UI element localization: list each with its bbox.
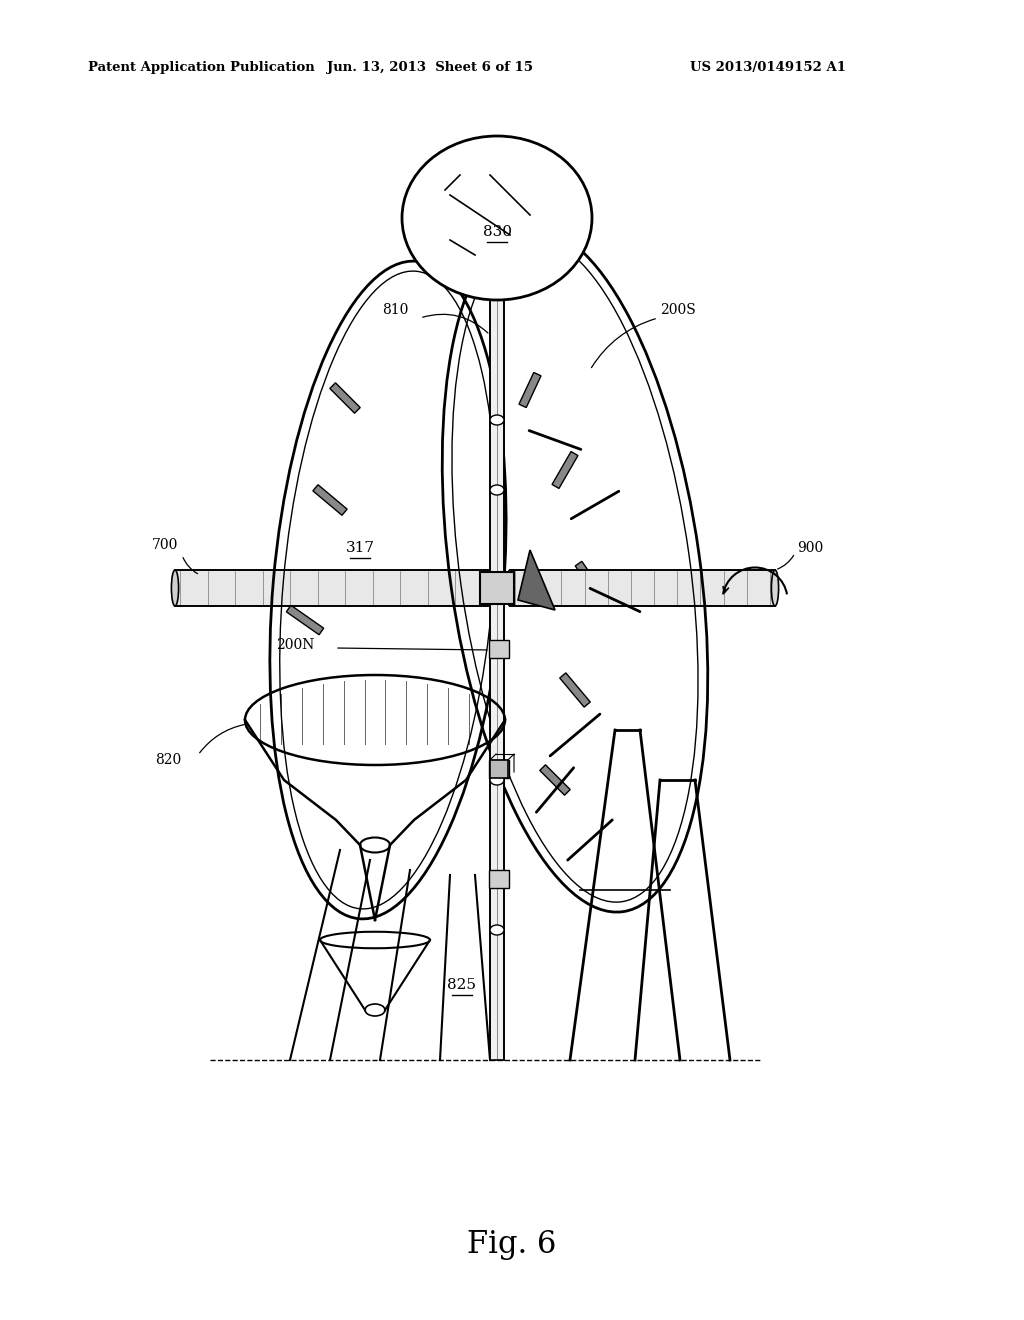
Bar (489, 870, 509, 888)
Bar (175, 570, 488, 606)
Bar (552, 451, 578, 488)
Bar (489, 640, 509, 657)
Bar (575, 561, 605, 599)
Ellipse shape (771, 570, 778, 606)
Ellipse shape (484, 570, 492, 606)
Ellipse shape (507, 570, 514, 606)
Ellipse shape (490, 775, 504, 785)
Text: US 2013/0149152 A1: US 2013/0149152 A1 (690, 62, 846, 74)
Bar (519, 372, 541, 408)
Text: Patent Application Publication: Patent Application Publication (88, 62, 314, 74)
Bar (313, 484, 347, 515)
Text: 200N: 200N (275, 638, 314, 652)
Text: 317: 317 (345, 541, 375, 554)
Text: 820: 820 (155, 752, 181, 767)
Ellipse shape (490, 414, 504, 425)
Text: Jun. 13, 2013  Sheet 6 of 15: Jun. 13, 2013 Sheet 6 of 15 (327, 62, 534, 74)
FancyBboxPatch shape (490, 760, 508, 777)
Bar (510, 570, 775, 606)
Ellipse shape (490, 925, 504, 935)
Text: 825: 825 (447, 978, 476, 993)
Ellipse shape (402, 136, 592, 300)
Text: 200S: 200S (660, 304, 695, 317)
Text: 900: 900 (797, 541, 823, 554)
Bar (480, 572, 514, 605)
Polygon shape (518, 550, 555, 610)
Bar (489, 760, 509, 777)
Text: 700: 700 (152, 539, 178, 552)
Text: Fig. 6: Fig. 6 (467, 1229, 557, 1261)
Text: 810: 810 (382, 304, 409, 317)
Ellipse shape (171, 570, 178, 606)
Bar (330, 383, 360, 413)
Bar (540, 764, 570, 795)
Ellipse shape (490, 484, 504, 495)
Bar (287, 606, 324, 635)
Text: 830: 830 (482, 224, 512, 239)
Bar (560, 673, 590, 708)
Bar (490, 290, 504, 1060)
